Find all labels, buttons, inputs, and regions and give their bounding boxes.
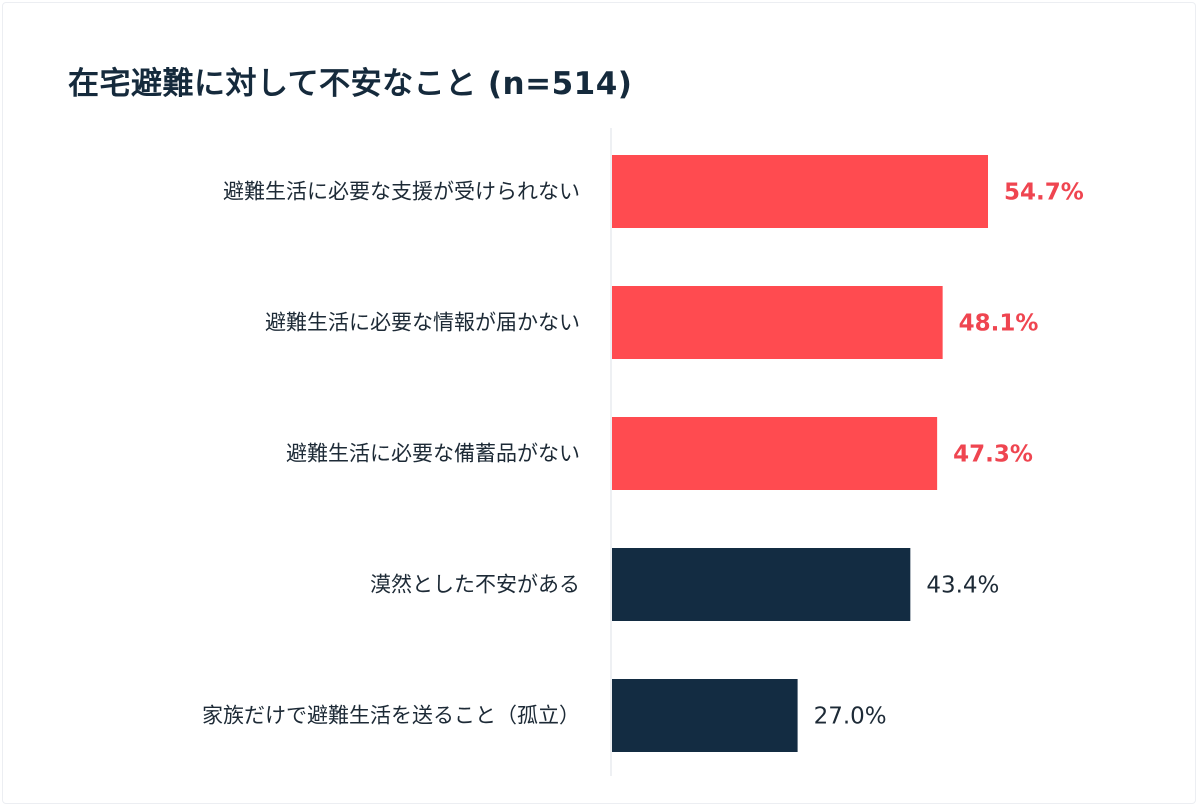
category-label: 家族だけで避難生活を送ること（孤立） bbox=[202, 704, 580, 728]
category-label: 避難生活に必要な備蓄品がない bbox=[286, 442, 580, 466]
category-label: 漠然とした不安がある bbox=[370, 573, 580, 597]
category-label: 避難生活に必要な情報が届かない bbox=[265, 311, 580, 335]
value-label: 48.1% bbox=[959, 311, 1039, 337]
category-label: 避難生活に必要な支援が受けられない bbox=[223, 180, 580, 204]
value-label: 43.4% bbox=[926, 573, 999, 599]
bar bbox=[612, 286, 943, 359]
chart-title: 在宅避難に対して不安なこと (n=514) bbox=[68, 66, 633, 102]
bar bbox=[612, 548, 911, 621]
bar bbox=[612, 155, 989, 228]
bar bbox=[612, 679, 798, 752]
value-label: 27.0% bbox=[814, 704, 887, 730]
bar bbox=[612, 417, 938, 490]
value-label: 47.3% bbox=[953, 442, 1033, 468]
value-label: 54.7% bbox=[1004, 180, 1084, 206]
